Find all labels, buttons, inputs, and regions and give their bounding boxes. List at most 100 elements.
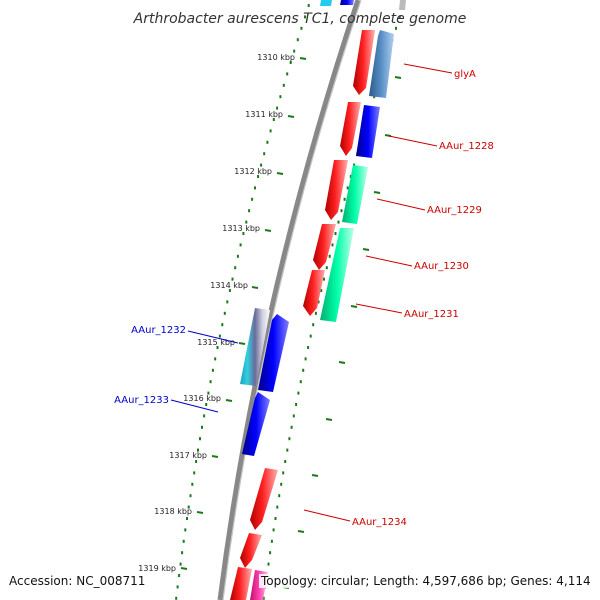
track-dot xyxy=(320,289,323,292)
track-dot xyxy=(184,528,187,532)
tick-label-1313: 1313 kbp xyxy=(222,224,260,233)
gene-features xyxy=(230,0,406,600)
track-dot xyxy=(334,232,337,235)
tick-label-1311: 1311 kbp xyxy=(245,110,283,119)
track-dot xyxy=(257,175,260,178)
track-dot xyxy=(307,346,310,349)
track-dot xyxy=(276,106,279,110)
track-dot xyxy=(214,357,217,361)
track-dot xyxy=(312,323,315,327)
tick-1313: 1313 kbp xyxy=(222,224,272,233)
gene-aaur1229-red[interactable] xyxy=(325,160,348,220)
track-dot xyxy=(234,266,237,270)
track-dot xyxy=(262,596,265,600)
track-dot xyxy=(181,551,184,555)
track-dot xyxy=(187,505,190,509)
gene-label-aaur1229[interactable]: AAur_1229 xyxy=(427,205,482,216)
gene-label-aaur1231[interactable]: AAur_1231 xyxy=(404,309,459,320)
gene-aaur1231-red[interactable] xyxy=(303,270,325,316)
track-dot xyxy=(239,243,242,247)
backbone-highlight xyxy=(222,0,362,600)
track-dot xyxy=(286,72,289,76)
track-dot xyxy=(175,596,178,600)
gene-aaur1231-green[interactable] xyxy=(320,228,354,322)
track-dot xyxy=(279,95,282,99)
track-dot xyxy=(282,471,285,475)
track-dot xyxy=(179,562,182,566)
tick-label-1314: 1314 kbp xyxy=(210,281,248,290)
genome-backbone xyxy=(217,0,362,600)
gene-label-aaur1228[interactable]: AAur_1228 xyxy=(439,141,494,152)
tick-label-1317: 1317 kbp xyxy=(169,451,207,460)
gene-aaur1229-green[interactable] xyxy=(342,165,368,224)
track-dot xyxy=(267,562,270,566)
tick-1319: 1319 kbp xyxy=(138,564,188,573)
track-dot xyxy=(191,482,194,486)
leader-aaur1231 xyxy=(355,303,403,314)
track-dot xyxy=(186,517,188,520)
gene-aaur1228-red[interactable] xyxy=(340,102,361,156)
gene-aaur1234-red-2[interactable] xyxy=(240,533,262,568)
gene-glyA-red[interactable] xyxy=(353,30,375,95)
track-dot xyxy=(353,163,356,167)
gene-top-cyan[interactable] xyxy=(320,0,332,6)
track-dot xyxy=(286,448,289,452)
track-dot xyxy=(290,425,293,429)
label-leader-lines xyxy=(170,63,453,522)
gene-top-blue[interactable] xyxy=(340,0,354,5)
track-dot xyxy=(221,323,224,327)
gene-aaur1228-blue[interactable] xyxy=(356,105,380,158)
track-dot xyxy=(223,311,226,315)
track-dot xyxy=(302,368,305,372)
gene-label-aaur1230[interactable]: AAur_1230 xyxy=(414,261,469,272)
gene-aaur1232-blue[interactable] xyxy=(258,314,289,392)
gene-label-aaur1233[interactable]: AAur_1233 xyxy=(114,395,169,406)
gene-aaur1234-red-1[interactable] xyxy=(250,468,278,530)
track-dot xyxy=(398,15,401,19)
inner-dot-track xyxy=(175,4,310,600)
track-dot xyxy=(176,585,179,589)
tick-label-1312: 1312 kbp xyxy=(234,167,272,176)
track-dot xyxy=(278,494,281,498)
track-dot xyxy=(282,83,285,87)
track-dot xyxy=(211,368,214,372)
track-dot xyxy=(189,494,192,498)
tick-1312: 1312 kbp xyxy=(234,167,284,176)
track-dot xyxy=(269,129,272,133)
track-dot xyxy=(242,232,245,235)
track-dot xyxy=(343,197,346,201)
gene-label-glyA[interactable]: glyA xyxy=(454,69,476,80)
track-dot xyxy=(193,471,196,475)
track-dot xyxy=(201,425,203,429)
track-dot xyxy=(218,334,221,338)
tick-1314: 1314 kbp xyxy=(210,281,259,290)
track-dot xyxy=(284,460,287,463)
track-dot xyxy=(269,551,272,555)
gene-aaur1233-blue[interactable] xyxy=(242,392,270,456)
track-dot xyxy=(245,220,248,224)
gene-aaur1230-red[interactable] xyxy=(313,224,336,270)
tick-1311: 1311 kbp xyxy=(245,110,295,119)
gene-glyA-steel[interactable] xyxy=(369,30,394,98)
track-dot xyxy=(182,539,185,543)
track-dot xyxy=(272,118,275,121)
gene-top-gray[interactable] xyxy=(399,0,406,10)
track-dot xyxy=(228,289,231,292)
leader-aaur1233 xyxy=(170,399,219,413)
gene-label-aaur1232[interactable]: AAur_1232 xyxy=(131,325,186,336)
gene-label-aaur1234[interactable]: AAur_1234 xyxy=(352,517,407,528)
track-dot xyxy=(307,4,310,7)
track-dot xyxy=(297,391,300,395)
leader-aaur1230 xyxy=(365,255,413,267)
gene-labels: glyA AAur_1228 AAur_1229 AAur_1230 AAur_… xyxy=(114,69,494,528)
tick-label-1315: 1315 kbp xyxy=(197,338,235,347)
track-dot xyxy=(340,209,343,213)
tick-1316: 1316 kbp xyxy=(183,394,233,403)
gene-bottom-red[interactable] xyxy=(230,567,252,600)
track-dot xyxy=(296,38,299,42)
gene-aaur1232-stripe[interactable] xyxy=(240,308,270,386)
leader-aaur1228 xyxy=(388,135,438,147)
outer-track-ticks xyxy=(282,76,402,589)
track-dot xyxy=(331,243,334,247)
track-dot xyxy=(199,437,201,441)
